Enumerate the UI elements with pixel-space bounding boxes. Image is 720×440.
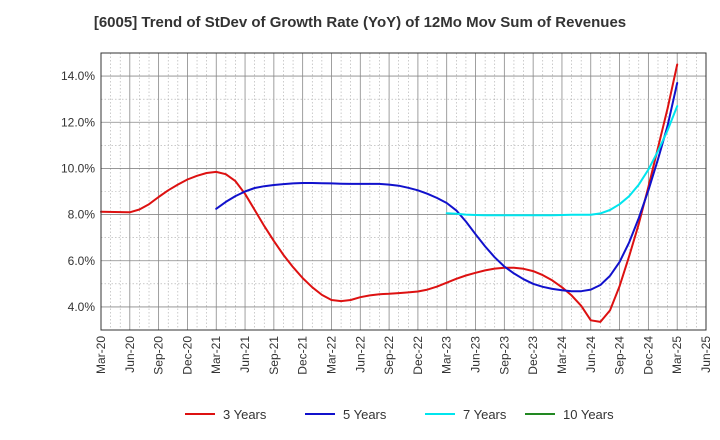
x-tick-label: Jun-21 [238, 336, 252, 373]
x-tick-label: Dec-24 [641, 336, 655, 375]
y-tick-label: 10.0% [61, 161, 95, 175]
x-tick-label: Mar-24 [555, 336, 569, 374]
legend-label-7-years: 7 Years [463, 407, 507, 422]
x-tick-label: Jun-22 [353, 336, 367, 373]
x-tick-label: Sep-24 [613, 336, 627, 375]
x-tick-label: Sep-21 [267, 336, 281, 375]
x-tick-label: Jun-24 [584, 336, 598, 373]
legend-label-10-years: 10 Years [563, 407, 614, 422]
legend: 3 Years 5 Years 7 Years 10 Years [185, 407, 614, 422]
x-tick-label: Mar-22 [324, 336, 338, 374]
x-tick-label: Jun-23 [469, 336, 483, 373]
x-tick-label: Mar-25 [670, 336, 684, 374]
series-layer [100, 63, 679, 323]
legend-label-3-years: 3 Years [223, 407, 267, 422]
y-tick-label: 6.0% [68, 254, 96, 268]
series-line-5-years [215, 82, 679, 293]
x-tick-label: Dec-21 [296, 336, 310, 375]
y-tick-label: 4.0% [68, 300, 96, 314]
x-tick-label: Sep-23 [497, 336, 511, 375]
y-tick-label: 12.0% [61, 115, 95, 129]
chart-title: [6005] Trend of StDev of Growth Rate (Yo… [93, 14, 627, 31]
x-tick-label: Dec-20 [180, 336, 194, 375]
x-tick-label: Mar-23 [440, 336, 454, 374]
series-line-7-years [445, 105, 679, 217]
x-tick-label: Sep-20 [152, 336, 166, 375]
y-tick-label: 14.0% [61, 69, 95, 83]
x-tick-label: Dec-22 [411, 336, 425, 375]
y-axis-ticks: 4.0% 6.0% 8.0% 10.0% 12.0% 14.0% [61, 69, 95, 314]
x-tick-label: Mar-20 [94, 336, 108, 374]
plot-area-frame [100, 52, 707, 331]
x-axis-ticks: Mar-20 Jun-20 Sep-20 Dec-20 Mar-21 Jun-21 Sep-… [94, 336, 713, 375]
legend-label-5-years: 5 Years [343, 407, 387, 422]
x-tick-label: Jun-25 [699, 336, 713, 373]
y-tick-label: 8.0% [68, 208, 96, 222]
series-line-3-years [100, 63, 679, 323]
x-tick-label: Mar-21 [209, 336, 223, 374]
x-tick-label: Sep-22 [382, 336, 396, 375]
x-tick-label: Jun-20 [123, 336, 137, 373]
x-tick-label: Dec-23 [526, 336, 540, 375]
horizontal-gridlines [101, 75, 706, 308]
